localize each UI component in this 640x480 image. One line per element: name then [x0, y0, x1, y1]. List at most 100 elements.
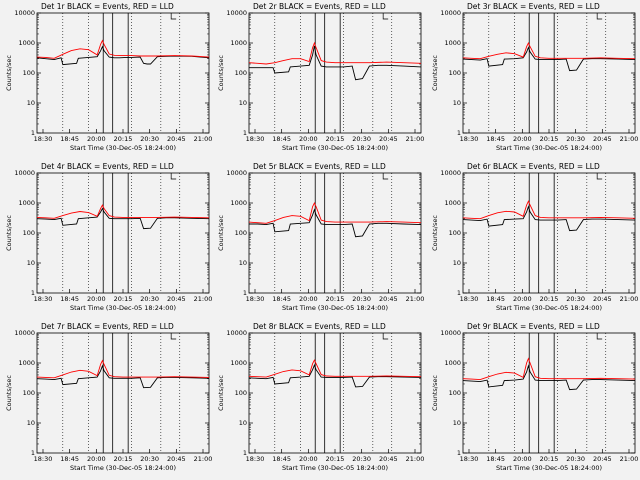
x-axis-label: Start Time (30-Dec-05 18:24:00): [70, 464, 176, 472]
y-tick-label: 10: [239, 259, 247, 267]
x-tick-label: 21:00: [194, 295, 213, 303]
y-tick-label: 10000: [14, 9, 35, 17]
y-tick-label: 10000: [440, 169, 461, 177]
panel-title: Det 9r BLACK = Events, RED = LLD: [467, 322, 600, 331]
panel-title: Det 8r BLACK = Events, RED = LLD: [253, 322, 386, 331]
x-tick-label: 20:45: [167, 295, 186, 303]
bracket-marker: [596, 13, 603, 20]
bracket-marker: [382, 333, 389, 340]
x-tick-label: 18:30: [460, 295, 479, 303]
panel-title: Det 5r BLACK = Events, RED = LLD: [253, 162, 386, 171]
events-series-line: [249, 208, 422, 238]
y-tick-label: 10000: [14, 329, 35, 337]
y-tick-label: 1000: [444, 39, 461, 47]
x-tick-label: 18:30: [34, 455, 53, 463]
detector-panel-2: 1 10 100 1000 10000 18:30 18:45 20:00 20:15 20:30…: [217, 2, 424, 152]
events-series-line: [462, 205, 636, 232]
x-tick-label: 20:45: [167, 135, 186, 143]
x-tick-label: 20:15: [114, 135, 133, 143]
y-tick-label: 100: [235, 389, 247, 397]
detector-panel-1: 1 10 100 1000 10000 18:30 18:45 20:00 20:15 20:30…: [5, 2, 212, 152]
bracket-marker: [170, 13, 177, 20]
lld-series-line: [462, 41, 636, 60]
x-tick-label: 20:15: [540, 135, 559, 143]
x-tick-label: 20:45: [167, 455, 186, 463]
events-series-line: [36, 45, 210, 66]
x-tick-label: 20:45: [593, 135, 612, 143]
bracket-marker: [170, 333, 177, 340]
bracket-marker: [596, 173, 603, 180]
y-tick-label: 10: [239, 99, 247, 107]
detector-panel-6: 1 10 100 1000 10000 18:30 18:45 20:00 20:15 20:30…: [431, 162, 638, 312]
x-tick-label: 18:30: [460, 135, 479, 143]
y-axis-label: Counts/sec: [5, 215, 13, 251]
x-tick-label: 20:30: [140, 135, 159, 143]
x-tick-label: 18:45: [486, 455, 505, 463]
x-tick-label: 21:00: [194, 455, 213, 463]
y-tick-label: 1000: [444, 199, 461, 207]
lld-series-line: [462, 200, 636, 220]
bracket-marker: [382, 173, 389, 180]
panel-title: Det 4r BLACK = Events, RED = LLD: [41, 162, 174, 171]
x-tick-label: 20:00: [299, 295, 318, 303]
y-tick-label: 10000: [226, 329, 247, 337]
x-tick-label: 20:30: [566, 455, 585, 463]
x-tick-label: 20:15: [540, 455, 559, 463]
x-tick-label: 18:45: [60, 135, 79, 143]
x-tick-label: 20:00: [299, 455, 318, 463]
events-series-line: [462, 46, 636, 72]
detector-panel-4: 1 10 100 1000 10000 18:30 18:45 20:00 20:15 20:30…: [5, 162, 212, 312]
lld-series-line: [36, 204, 210, 219]
x-tick-label: 18:45: [486, 135, 505, 143]
x-tick-label: 20:30: [140, 295, 159, 303]
x-tick-label: 20:00: [513, 455, 532, 463]
panel-title: Det 3r BLACK = Events, RED = LLD: [467, 2, 600, 11]
events-series-line: [249, 45, 422, 81]
x-axis-label: Start Time (30-Dec-05 18:24:00): [282, 144, 388, 152]
x-tick-label: 20:15: [326, 295, 345, 303]
x-axis-label: Start Time (30-Dec-05 18:24:00): [70, 304, 176, 312]
x-tick-label: 18:30: [246, 135, 265, 143]
y-tick-label: 1: [243, 289, 247, 297]
x-tick-label: 20:15: [540, 295, 559, 303]
lld-series-line: [248, 201, 422, 224]
x-tick-label: 20:15: [114, 455, 133, 463]
x-tick-label: 21:00: [406, 135, 425, 143]
y-tick-label: 1000: [230, 359, 247, 367]
x-tick-label: 20:45: [593, 455, 612, 463]
x-tick-label: 18:45: [60, 455, 79, 463]
y-axis-label: Counts/sec: [431, 55, 439, 91]
x-tick-label: 18:45: [272, 295, 291, 303]
y-tick-label: 10000: [440, 9, 461, 17]
x-tick-label: 20:45: [379, 295, 398, 303]
lld-series-line: [36, 39, 210, 59]
x-tick-label: 20:30: [352, 135, 371, 143]
detector-panel-7: 1 10 100 1000 10000 18:30 18:45 20:00 20:15 20:30…: [5, 322, 212, 472]
x-tick-label: 20:15: [114, 295, 133, 303]
bracket-marker: [596, 333, 603, 340]
y-axis-label: Counts/sec: [431, 215, 439, 251]
events-series-line: [36, 207, 210, 230]
panel-title: Det 2r BLACK = Events, RED = LLD: [253, 2, 386, 11]
detector-panel-9: 1 10 100 1000 10000 18:30 18:45 20:00 20:15 20:30…: [431, 322, 638, 472]
detector-panel-5: 1 10 100 1000 10000 18:30 18:45 20:00 20:15 20:30…: [217, 162, 424, 312]
lld-series-line: [462, 357, 636, 381]
x-axis-label: Start Time (30-Dec-05 18:24:00): [496, 304, 602, 312]
y-tick-label: 100: [449, 69, 461, 77]
y-tick-label: 1000: [18, 199, 35, 207]
bracket-marker: [170, 173, 177, 180]
y-tick-label: 1: [243, 449, 247, 457]
panel-title: Det 7r BLACK = Events, RED = LLD: [41, 322, 174, 331]
y-tick-label: 10000: [14, 169, 35, 177]
x-tick-label: 18:30: [460, 455, 479, 463]
y-tick-label: 1000: [230, 39, 247, 47]
x-tick-label: 20:00: [87, 455, 106, 463]
y-tick-label: 1: [457, 129, 461, 137]
y-tick-label: 10000: [226, 169, 247, 177]
y-axis-label: Counts/sec: [217, 215, 225, 251]
x-tick-label: 20:00: [513, 295, 532, 303]
y-axis-label: Counts/sec: [431, 375, 439, 411]
x-tick-label: 20:00: [513, 135, 532, 143]
y-tick-label: 10: [453, 259, 461, 267]
